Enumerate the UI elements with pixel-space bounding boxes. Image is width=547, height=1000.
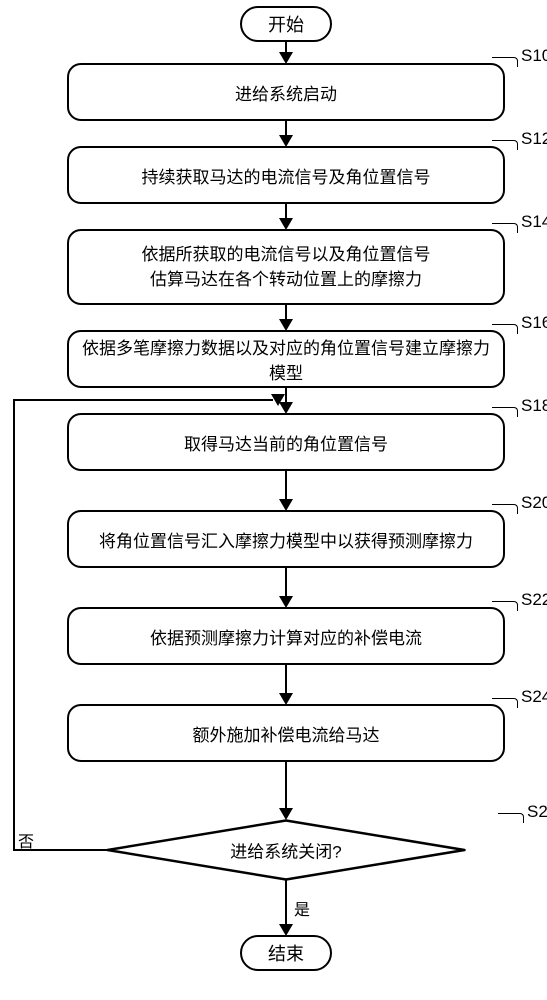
no-arrow-head [271, 394, 285, 406]
process-text: 依据多笔摩擦力数据以及对应的角位置信号建立摩擦力模型 [77, 334, 495, 384]
process-text-line1: 依据所获取的电流信号以及角位置信号 [142, 242, 431, 268]
step-label-s22: S22 [521, 590, 547, 610]
arrow [285, 665, 287, 695]
label-curve [492, 324, 518, 334]
label-curve [492, 140, 518, 150]
start-label: 开始 [268, 11, 304, 37]
decision-s26: 进给系统关闭? [106, 819, 466, 881]
process-s16: 依据多笔摩擦力数据以及对应的角位置信号建立摩擦力模型 [67, 330, 505, 388]
label-curve [498, 813, 524, 823]
label-curve [492, 57, 518, 67]
process-text: 进给系统启动 [235, 80, 337, 105]
process-text: 取得马达当前的角位置信号 [184, 430, 388, 455]
process-text: 将角位置信号汇入摩擦力模型中以获得预测摩擦力 [99, 527, 473, 552]
process-text-line2: 估算马达在各个转动位置上的摩擦力 [142, 267, 431, 293]
step-label-s16: S16 [521, 313, 547, 333]
edge-label-no: 否 [18, 828, 34, 852]
arrow [285, 568, 287, 598]
process-s18: 取得马达当前的角位置信号 [67, 413, 505, 471]
no-branch-v [13, 399, 15, 851]
label-curve [492, 698, 518, 708]
process-s20: 将角位置信号汇入摩擦力模型中以获得预测摩擦力 [67, 510, 505, 568]
process-text: 持续获取马达的电流信号及角位置信号 [142, 163, 431, 188]
step-label-s10: S10 [521, 46, 547, 66]
process-s14: 依据所获取的电流信号以及角位置信号 估算马达在各个转动位置上的摩擦力 [67, 229, 505, 305]
step-label-s20: S20 [521, 493, 547, 513]
label-curve [492, 504, 518, 514]
arrow [285, 471, 287, 501]
step-label-s12: S12 [521, 129, 547, 149]
step-label-s14: S14 [521, 212, 547, 232]
step-label-s18: S18 [521, 396, 547, 416]
process-s22: 依据预测摩擦力计算对应的补偿电流 [67, 607, 505, 665]
decision-text: 进给系统关闭? [230, 838, 341, 863]
process-s12: 持续获取马达的电流信号及角位置信号 [67, 146, 505, 204]
label-curve [492, 223, 518, 233]
end-label: 结束 [268, 940, 304, 966]
process-text: 依据预测摩擦力计算对应的补偿电流 [150, 624, 422, 649]
edge-label-yes: 是 [294, 896, 310, 920]
no-branch-h2 [13, 399, 273, 401]
step-label-s26: S26 [527, 802, 547, 822]
process-s24: 额外施加补偿电流给马达 [67, 704, 505, 762]
step-label-s24: S24 [521, 687, 547, 707]
process-s10: 进给系统启动 [67, 63, 505, 121]
arrow [285, 762, 287, 810]
flowchart-container: 开始 进给系统启动 S10 持续获取马达的电流信号及角位置信号 S12 依据所获… [0, 0, 547, 1000]
yes-branch-v [285, 880, 287, 926]
label-curve [492, 407, 518, 417]
label-curve [492, 601, 518, 611]
start-terminator: 开始 [240, 6, 332, 42]
process-text-multiline: 依据所获取的电流信号以及角位置信号 估算马达在各个转动位置上的摩擦力 [142, 242, 431, 293]
process-text: 额外施加补偿电流给马达 [193, 721, 380, 746]
end-terminator: 结束 [240, 935, 332, 971]
